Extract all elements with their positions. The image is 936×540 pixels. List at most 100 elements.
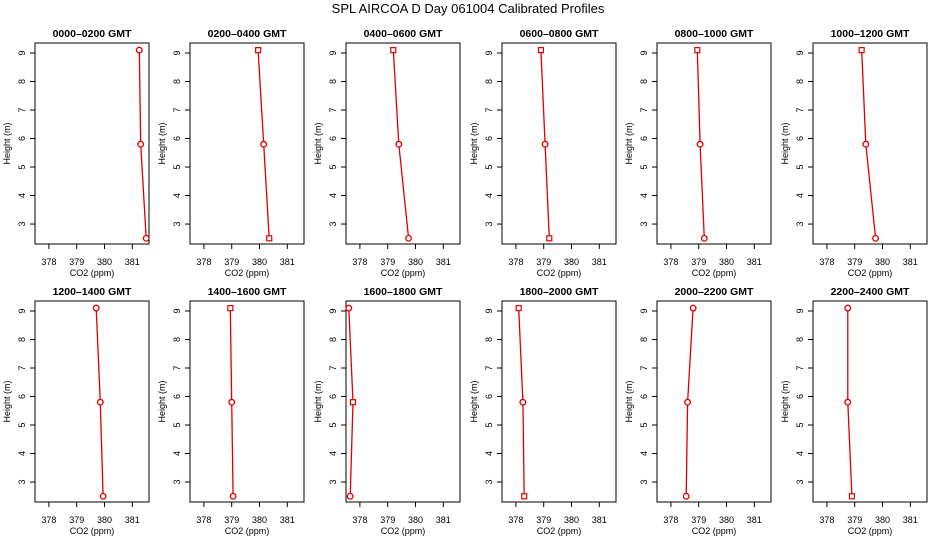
x-tick-label: 380 (408, 515, 423, 525)
y-tick-label: 9 (172, 50, 182, 55)
y-tick-label: 6 (639, 394, 649, 399)
data-point (684, 398, 692, 406)
data-point (228, 398, 236, 406)
y-axis-label: Height (m) (2, 380, 12, 422)
panel-title: 1600–1800 GMT (364, 286, 443, 298)
y-tick-label: 9 (172, 308, 182, 313)
profile-panel: 1600–1800 GMT 378 379 380 381 CO2 (ppm) 3 4 5 6 7 8… (313, 286, 461, 536)
y-axis-label: Height (m) (2, 122, 12, 164)
x-tick-label: 380 (97, 257, 112, 267)
x-tick-label: 381 (280, 515, 295, 525)
data-point (266, 235, 273, 242)
x-tick-label: 380 (252, 515, 267, 525)
y-tick-label: 4 (639, 451, 649, 456)
profile-panel: 0600–0800 GMT 378 379 380 381 CO2 (ppm) 3 4 5 6 7 8… (469, 28, 617, 278)
data-point (844, 398, 852, 406)
y-tick-label: 6 (172, 394, 182, 399)
y-tick-label: 8 (328, 337, 338, 342)
y-axis-label: Height (m) (780, 122, 790, 164)
panel-title: 1400–1600 GMT (208, 286, 287, 298)
y-tick-label: 3 (484, 480, 494, 485)
y-tick-label: 7 (17, 107, 27, 112)
x-tick-label: 378 (508, 515, 523, 525)
x-tick-label: 378 (663, 257, 678, 267)
y-axis-label: Height (m) (624, 122, 634, 164)
x-tick-label: 381 (436, 257, 451, 267)
data-point (142, 234, 150, 242)
x-tick-label: 381 (903, 515, 918, 525)
x-tick-label: 379 (691, 257, 706, 267)
plot-frame (345, 42, 461, 245)
y-tick-label: 8 (639, 79, 649, 84)
data-point (700, 234, 708, 242)
plot-frame (656, 42, 772, 245)
y-tick-label: 8 (484, 79, 494, 84)
x-tick-label: 379 (536, 515, 551, 525)
y-tick-label: 3 (795, 222, 805, 227)
panel-title: 2000–2200 GMT (675, 286, 754, 298)
x-tick-label: 378 (41, 515, 56, 525)
y-tick-label: 5 (639, 165, 649, 170)
y-axis-label: Height (m) (157, 380, 167, 422)
plot-frame (345, 300, 461, 503)
plot-frame (812, 300, 928, 503)
x-tick-label: 381 (747, 515, 762, 525)
y-tick-label: 8 (328, 79, 338, 84)
data-point (346, 492, 354, 500)
y-tick-label: 7 (328, 365, 338, 370)
data-point (519, 398, 527, 406)
y-tick-label: 9 (639, 50, 649, 55)
data-point (844, 304, 852, 312)
y-tick-label: 7 (172, 365, 182, 370)
y-tick-label: 4 (795, 451, 805, 456)
y-tick-label: 7 (17, 365, 27, 370)
x-tick-label: 379 (69, 515, 84, 525)
plot-frame (812, 42, 928, 245)
y-tick-label: 3 (17, 480, 27, 485)
panel-title: 2200–2400 GMT (831, 286, 910, 298)
data-point (541, 140, 549, 148)
y-tick-label: 8 (17, 79, 27, 84)
data-point (395, 140, 403, 148)
x-tick-label: 379 (847, 257, 862, 267)
x-tick-label: 379 (380, 257, 395, 267)
y-tick-label: 5 (17, 165, 27, 170)
y-tick-label: 8 (639, 337, 649, 342)
y-tick-label: 6 (795, 394, 805, 399)
profile-panel: 0800–1000 GMT 378 379 380 381 CO2 (ppm) 3 4 5 6 7 8… (624, 28, 772, 278)
y-axis-label: Height (m) (157, 122, 167, 164)
y-tick-label: 5 (328, 165, 338, 170)
x-tick-label: 379 (847, 515, 862, 525)
data-point (858, 47, 865, 54)
profile-panel: 1000–1200 GMT 378 379 380 381 CO2 (ppm) 3 4 5 6 7 8… (780, 28, 928, 278)
panel-title: 1800–2000 GMT (520, 286, 599, 298)
y-tick-label: 6 (484, 136, 494, 141)
x-tick-label: 378 (819, 257, 834, 267)
x-tick-label: 378 (196, 257, 211, 267)
y-tick-label: 9 (17, 50, 27, 55)
data-point (390, 47, 397, 54)
y-tick-label: 9 (795, 50, 805, 55)
panel-title: 0400–0600 GMT (364, 28, 443, 40)
x-axis-label: CO2 (ppm) (381, 268, 426, 278)
y-tick-label: 7 (484, 107, 494, 112)
x-tick-label: 380 (97, 515, 112, 525)
x-tick-label: 379 (69, 257, 84, 267)
data-point (255, 47, 262, 54)
x-tick-label: 380 (719, 257, 734, 267)
x-tick-label: 381 (436, 515, 451, 525)
data-point (696, 140, 704, 148)
data-point (515, 305, 522, 312)
data-point (682, 492, 690, 500)
plot-frame (34, 42, 150, 245)
data-point (135, 46, 143, 54)
y-tick-label: 5 (328, 423, 338, 428)
y-tick-label: 9 (484, 308, 494, 313)
x-tick-label: 378 (196, 515, 211, 525)
y-tick-label: 5 (484, 423, 494, 428)
plot-frame (189, 42, 305, 245)
profile-panel: 0400–0600 GMT 378 379 380 381 CO2 (ppm) 3 4 5 6 7 8… (313, 28, 461, 278)
data-point (872, 234, 880, 242)
data-point (92, 304, 100, 312)
